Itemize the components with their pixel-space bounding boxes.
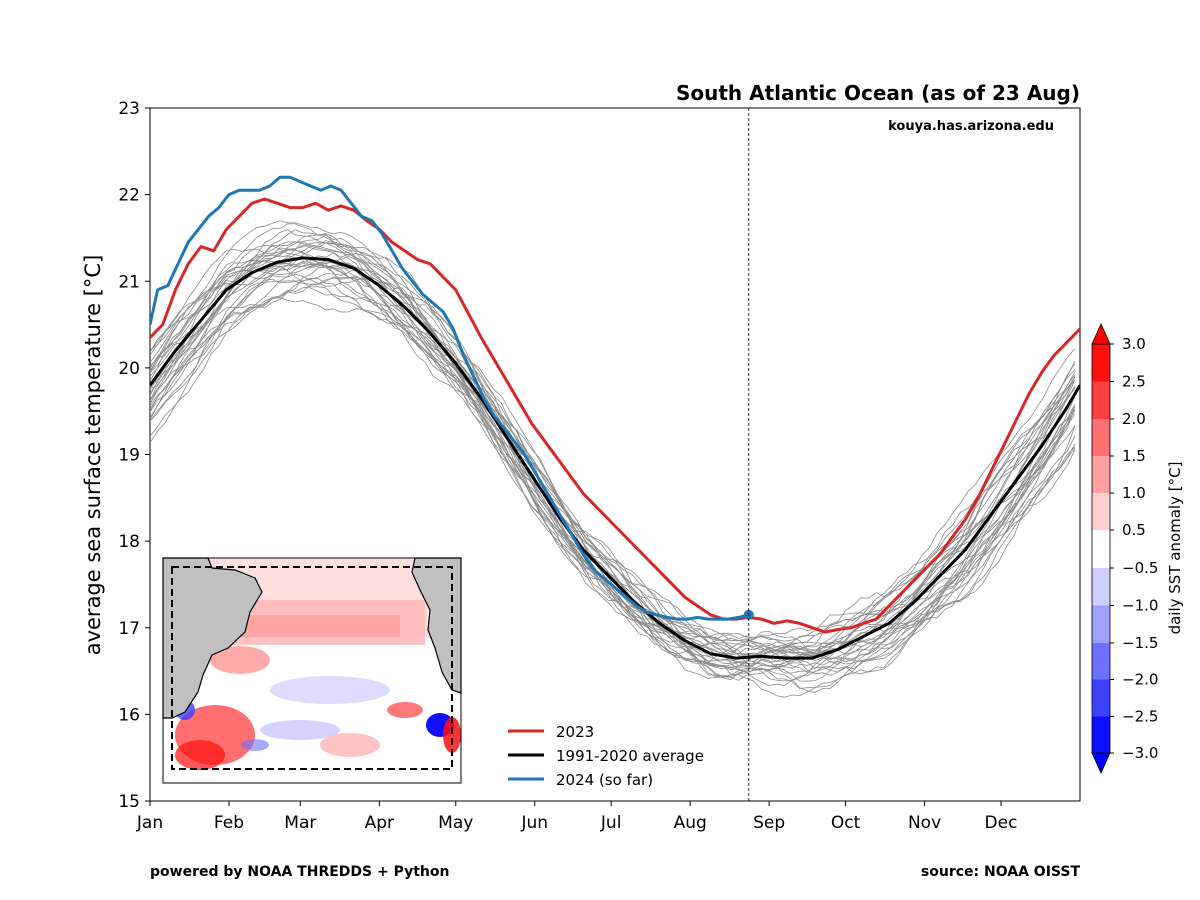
colorbar-band: [1092, 493, 1110, 530]
y-tick-label: 23: [118, 99, 140, 119]
y-tick-label: 19: [118, 446, 140, 466]
colorbar-band: [1092, 419, 1110, 456]
historical-year-line: [150, 249, 1076, 673]
y-tick-label: 21: [118, 272, 140, 292]
colorbar-tick-label: 3.0: [1122, 335, 1146, 353]
colorbar-frame: [1091, 343, 1111, 754]
colorbar-tick-label: −3.0: [1122, 744, 1158, 762]
historical-year-line: [150, 233, 1076, 657]
colorbar-max-arrow: [1091, 323, 1111, 345]
x-tick-label: Aug: [674, 813, 707, 833]
x-tick-label: May: [438, 813, 473, 833]
inset-anomaly-map: [162, 557, 462, 784]
y-tick-label: 20: [118, 359, 140, 379]
historical-year-line: [150, 286, 1076, 689]
colorbar-tick-label: −2.0: [1122, 671, 1158, 689]
historical-year-line: [150, 265, 1076, 682]
x-tick-label: Dec: [985, 813, 1018, 833]
footer-left: powered by NOAA THREDDS + Python: [150, 864, 449, 880]
y-tick-label: 15: [118, 792, 140, 812]
y-tick-label: 22: [118, 186, 140, 206]
chart-title: South Atlantic Ocean (as of 23 Aug): [676, 81, 1080, 105]
colorbar-tick-label: 2.5: [1122, 373, 1146, 391]
series-lines: [150, 175, 1080, 660]
inset-region-box: [171, 566, 453, 770]
x-tick-label: Oct: [831, 813, 861, 833]
historical-year-line: [150, 276, 1076, 681]
colorbar-tick-label: 1.5: [1122, 447, 1146, 465]
colorbar-band: [1092, 679, 1110, 717]
inset-land-south-america: [162, 557, 263, 719]
website-label: kouya.has.arizona.edu: [888, 119, 1054, 134]
legend-label: 2024 (so far): [556, 771, 653, 789]
x-tick-label: Apr: [365, 813, 394, 833]
series-line-2023: [150, 197, 1080, 634]
x-tick-label: Jun: [520, 813, 548, 833]
y-tick-label: 17: [118, 619, 140, 639]
x-tick-label: Nov: [908, 813, 941, 833]
legend-label: 1991-2020 average: [556, 747, 704, 765]
historical-year-line: [150, 260, 1076, 673]
colorbar-band: [1092, 530, 1110, 568]
y-axis-label: average sea surface temperature [°C]: [81, 255, 105, 656]
colorbar-tick-label: −2.5: [1122, 708, 1158, 726]
x-tick-label: Jan: [136, 813, 163, 833]
colorbar-tick-label: −1.5: [1122, 634, 1158, 652]
y-axis: 15 16 17 18 19 20 21 22 23: [118, 99, 150, 812]
y-tick-label: 16: [118, 705, 140, 725]
colorbar-band: [1092, 568, 1110, 606]
x-tick-label: Sep: [753, 813, 785, 833]
x-tick-label: Mar: [284, 813, 316, 833]
colorbar-band: [1092, 456, 1110, 493]
inset-map-frame: [162, 557, 462, 784]
y-tick-label: 18: [118, 532, 140, 552]
colorbar-band: [1092, 344, 1110, 382]
colorbar-band: [1092, 381, 1110, 419]
historical-year-line: [150, 261, 1076, 663]
colorbar-tick-label: 1.0: [1122, 484, 1146, 502]
legend-label: 2023: [556, 723, 594, 741]
colorbar-min-arrow: [1091, 752, 1111, 774]
x-tick-label: Jul: [600, 813, 622, 833]
colorbar: 3.0 2.5 2.0 1.5 1.0 0.5 −0.5 −1.0 −1.5 −2.0 −2.5 −3…: [1091, 323, 1158, 774]
colorbar-label: daily SST anomaly [°C]: [1166, 462, 1184, 635]
historical-year-line: [150, 277, 1076, 693]
colorbar-tick-label: −1.0: [1122, 597, 1158, 615]
colorbar-tick-label: −0.5: [1122, 559, 1158, 577]
colorbar-tick-label: 2.0: [1122, 410, 1146, 428]
historical-year-line: [150, 242, 1076, 662]
legend: 2023 1991-2020 average 2024 (so far): [508, 723, 704, 789]
colorbar-band: [1092, 716, 1110, 753]
x-tick-label: Feb: [214, 813, 244, 833]
footer-right: source: NOAA OISST: [921, 864, 1081, 880]
colorbar-tick-label: 0.5: [1122, 521, 1146, 539]
series-line-2024: [150, 175, 750, 621]
x-axis: Jan Feb Mar Apr May Jun Jul Aug Sep Oct Nov Dec: [136, 801, 1018, 833]
colorbar-band: [1092, 643, 1110, 680]
colorbar-band: [1092, 605, 1110, 643]
series-line-average: [150, 256, 1080, 660]
